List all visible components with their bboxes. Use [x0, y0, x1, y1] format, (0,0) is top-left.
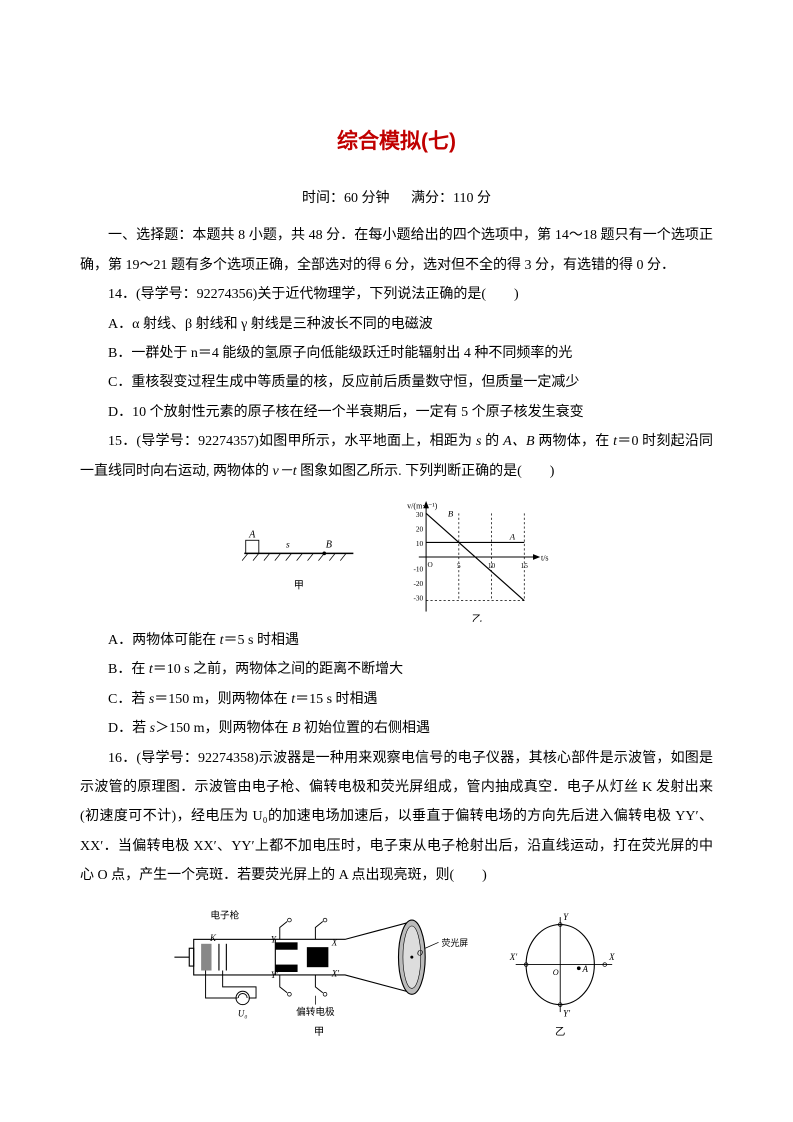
meta-line: 时间：60 分钟 满分：110 分	[80, 184, 713, 213]
q15-ab: A、B	[503, 434, 535, 449]
q15-C-pre: C．若	[108, 692, 149, 707]
q14-B: B．一群处于 n＝4 能级的氢原子向低能级跃迁时能辐射出 4 种不同频率的光	[80, 339, 713, 368]
svg-text:偏转电极: 偏转电极	[296, 1006, 335, 1018]
svg-text:K: K	[209, 932, 217, 942]
svg-text:乙: 乙	[555, 1026, 565, 1038]
svg-text:O: O	[552, 967, 558, 976]
q14-A: A．α 射线、β 射线和 γ 射线是三种波长不同的电磁波	[80, 310, 713, 339]
score-label: 满分：110 分	[411, 191, 491, 206]
q15-mid1: 的	[481, 434, 503, 449]
q15-A-pre: A．两物体可能在	[108, 633, 220, 648]
q16-stem: 16．(导学号：92274358)示波器是一种用来观察电信号的电子仪器，其核心部…	[80, 744, 713, 891]
section1-intro: 一、选择题：本题共 8 小题，共 48 分．在每小题给出的四个选项中，第 14～…	[80, 221, 713, 280]
svg-text:A: A	[508, 532, 515, 542]
q15-D-pre: D．若	[108, 721, 150, 736]
q15-C: C．若 s＝150 m，则两物体在 t＝15 s 时相遇	[80, 685, 713, 714]
q15-A: A．两物体可能在 t＝5 s 时相遇	[80, 626, 713, 655]
q15-B: B．在 t＝10 s 之前，两物体之间的距离不断增大	[80, 655, 713, 684]
svg-text:甲: 甲	[293, 580, 303, 591]
q15-A-post: ＝5 s 时相遇	[224, 633, 299, 648]
svg-text:U₀: U₀	[237, 1008, 247, 1018]
svg-text:乙: 乙	[471, 613, 481, 622]
svg-text:Y: Y	[563, 912, 569, 922]
svg-text:X′: X′	[330, 968, 339, 978]
q14-C: C．重核裂变过程生成中等质量的核，反应前后质量数守恒，但质量一定减少	[80, 368, 713, 397]
page-title: 综合模拟(七)	[80, 120, 713, 164]
svg-text:A: A	[248, 529, 256, 540]
svg-text:30: 30	[415, 511, 423, 519]
svg-text:电子枪: 电子枪	[210, 909, 239, 921]
svg-text:v/(m·s⁻¹): v/(m·s⁻¹)	[407, 501, 438, 510]
q15-B-post: ＝10 s 之前，两物体之间的距离不断增大	[153, 662, 403, 677]
q15-figure: A s B 甲 v/(m·s⁻¹) t/s 30 20 10 -10 -20 -30	[80, 492, 713, 622]
svg-text:B: B	[325, 540, 331, 551]
q15-vt: v－t	[273, 464, 297, 479]
q15-stem: 15．(导学号：92274357)如图甲所示，水平地面上，相距为 s 的 A、B…	[80, 427, 713, 486]
q15-D: D．若 s＞150 m，则两物体在 B 初始位置的右侧相遇	[80, 714, 713, 743]
svg-text:O: O	[417, 948, 423, 957]
q14-D: D．10 个放射性元素的原子核在经一个半衰期后，一定有 5 个原子核发生衰变	[80, 398, 713, 427]
q15-C-mid: ＝150 m，则两物体在	[154, 692, 291, 707]
q15-end: 图象如图乙所示. 下列判断正确的是( )	[297, 464, 555, 479]
svg-text:-30: -30	[413, 595, 423, 603]
svg-text:X′: X′	[508, 952, 517, 962]
q16-figure: 电子枪 K U₀	[80, 897, 713, 1047]
svg-text:-10: -10	[413, 566, 423, 574]
q15-mid2: 两物体，在	[535, 434, 614, 449]
q15-C-post: ＝15 s 时相遇	[295, 692, 377, 707]
svg-text:20: 20	[415, 526, 423, 534]
svg-text:-20: -20	[413, 580, 423, 588]
svg-text:Y′: Y′	[563, 1008, 571, 1018]
svg-text:荧光屏: 荧光屏	[441, 937, 468, 948]
q14-stem: 14．(导学号：92274356)关于近代物理学，下列说法正确的是( )	[80, 280, 713, 309]
svg-text:t/s: t/s	[541, 554, 549, 563]
svg-text:X: X	[608, 952, 615, 962]
time-label: 时间：60 分钟	[302, 191, 390, 206]
svg-text:甲: 甲	[313, 1027, 323, 1038]
q15-D-B: B	[292, 721, 301, 736]
q15-D-post: 初始位置的右侧相遇	[301, 721, 431, 736]
q15-D-mid: ＞150 m，则两物体在	[155, 721, 292, 736]
svg-text:A: A	[581, 964, 588, 974]
svg-text:B: B	[447, 508, 453, 518]
svg-text:O: O	[427, 561, 432, 569]
q15-B-pre: B．在	[108, 662, 149, 677]
svg-text:s: s	[286, 541, 290, 551]
q15-stem-pre: 15．(导学号：92274357)如图甲所示，水平地面上，相距为	[108, 434, 476, 449]
svg-text:10: 10	[415, 540, 423, 548]
svg-text:X: X	[330, 937, 337, 947]
